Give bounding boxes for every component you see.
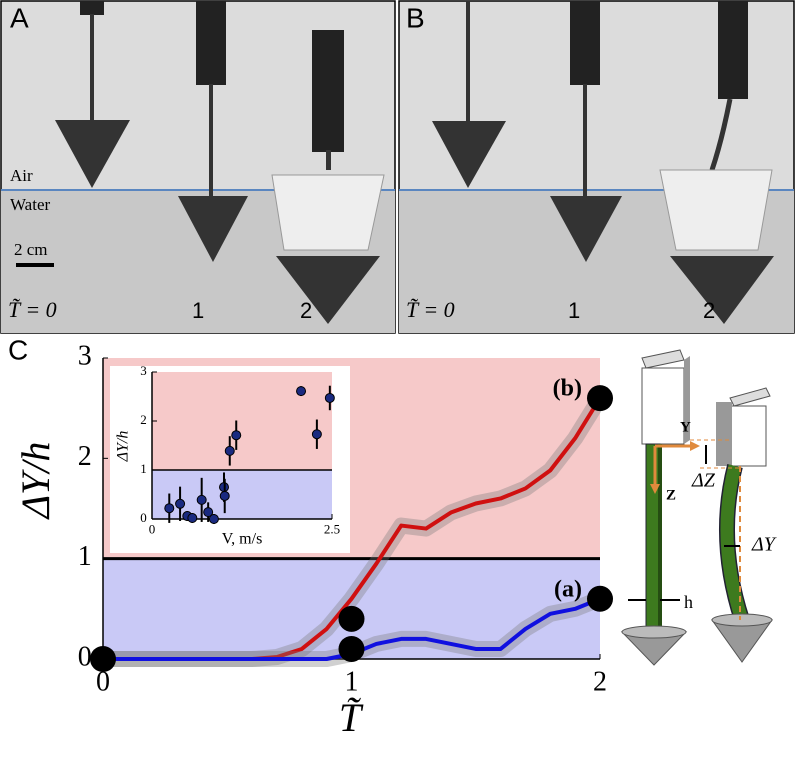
y-tick-label: 1 (140, 461, 147, 476)
scale-label: 2 cm (14, 240, 48, 259)
x-tick-label: 0 (96, 667, 110, 698)
x-tick-label: 2 (593, 667, 607, 698)
photo-a (0, 0, 396, 334)
marker-dot (587, 585, 613, 612)
time-label: 2 (300, 298, 312, 323)
y-tick-label: 2 (78, 441, 92, 472)
y-tick-label: 0 (140, 510, 147, 525)
y-axis-label: ΔY/h (13, 442, 58, 521)
y-axis-label: ΔY/h (115, 431, 132, 463)
photo-times: T̃ = 0 1 2 T̃ = 0 1 2 (8, 297, 715, 323)
y-tick-label: 0 (78, 641, 92, 672)
air-label: Air (10, 166, 33, 185)
time-label: 1 (568, 298, 580, 323)
photo-texts: Air Water 2 cm (10, 166, 50, 259)
point (324, 392, 335, 403)
marker-dot (587, 385, 613, 412)
h-label: h (684, 592, 693, 612)
y-tick-label: 2 (140, 412, 147, 427)
point (208, 514, 219, 524)
y-tick-label: 1 (78, 541, 92, 572)
time-label: T̃ = 0 (8, 297, 57, 322)
region-below (152, 470, 332, 519)
point (231, 430, 242, 441)
diagram-labels: Y Z ΔZ ΔY h (666, 419, 777, 612)
y-tick-label: 3 (78, 340, 92, 371)
point (219, 490, 230, 501)
panel-label: A (10, 2, 29, 33)
marker-dot (90, 646, 116, 672)
dz-label: ΔZ (691, 470, 716, 492)
x-tick-label: 0 (149, 522, 156, 537)
time-label: 1 (192, 298, 204, 323)
x-tick-label: 1 (345, 667, 359, 698)
annotation: (a) (554, 576, 582, 602)
axis-y-label: Y (680, 419, 691, 435)
x-tick-label: 2.5 (324, 522, 340, 537)
dy-label: ΔY (751, 534, 777, 556)
point (311, 429, 322, 440)
photo-b (398, 0, 795, 334)
point (175, 498, 186, 509)
water-label: Water (10, 195, 50, 214)
panel-labels: A B C (8, 2, 425, 365)
rod-diagram (620, 349, 773, 666)
point (203, 507, 214, 518)
annotation: (b) (553, 376, 582, 402)
x-axis-label: V, m/s (222, 531, 263, 548)
point (296, 386, 307, 397)
point (224, 445, 235, 456)
point (196, 494, 207, 505)
point (187, 513, 198, 524)
time-label: 2 (703, 298, 715, 323)
panel-label: C (8, 334, 28, 365)
inset-chart: 0 1 2 3 0 2.5 V, m/s ΔY/h (110, 363, 350, 553)
marker-dot (338, 635, 365, 662)
x-axis-label: T̃ (339, 695, 364, 740)
time-label: T̃ = 0 (406, 297, 455, 322)
panel-label: B (406, 2, 425, 33)
y-tick-label: 3 (140, 363, 147, 378)
region-above (152, 372, 332, 470)
point (164, 503, 175, 514)
axis-z-label: Z (666, 487, 676, 503)
marker-dot (338, 605, 365, 632)
